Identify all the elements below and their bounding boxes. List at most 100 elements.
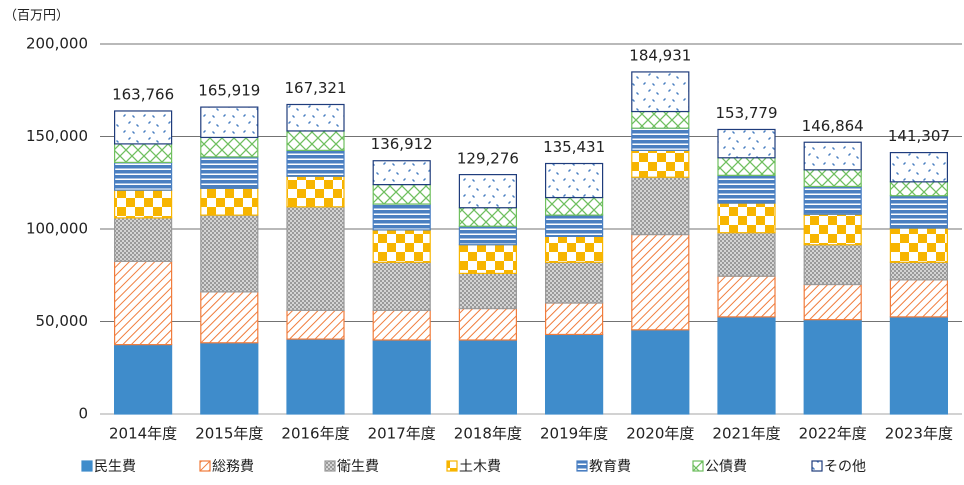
bar-segment	[889, 195, 949, 229]
legend-swatch	[811, 460, 823, 472]
y-tick-label: 200,000	[26, 35, 88, 53]
bar-segment	[889, 279, 949, 318]
bar-segment	[113, 189, 173, 219]
total-label: 141,307	[888, 127, 950, 145]
bar-segment	[544, 214, 604, 237]
bar-segment	[286, 130, 345, 151]
legend-swatch	[576, 460, 588, 472]
legend-label: 衛生費	[337, 459, 379, 475]
x-tick-label: 2023年度	[885, 425, 953, 443]
bar-segment	[372, 339, 431, 415]
bar-segment	[717, 232, 776, 277]
bar-segment	[200, 106, 259, 139]
bar-segment	[286, 149, 345, 177]
bar-segment	[113, 110, 173, 145]
bar-segment	[544, 235, 604, 263]
bar-segment	[113, 217, 173, 262]
x-tick-label: 2016年度	[281, 425, 349, 443]
bar-segment	[717, 174, 776, 204]
total-label: 153,779	[715, 104, 777, 122]
total-label: 163,766	[112, 86, 174, 104]
bar-segment	[889, 316, 949, 415]
bar-segment	[631, 110, 690, 129]
bar-segment	[631, 233, 690, 331]
bar-segment	[372, 229, 431, 263]
bar-segment	[458, 307, 517, 341]
bar-segment	[372, 261, 431, 311]
total-label: 167,321	[284, 79, 346, 97]
legend-swatch	[446, 460, 458, 472]
bar-segment	[544, 302, 604, 336]
unit-label: （百万円）	[4, 9, 69, 24]
y-tick-label: 100,000	[26, 220, 88, 238]
bar-segment	[544, 333, 604, 415]
bar-segment	[889, 227, 949, 263]
legend-label: 教育費	[589, 459, 631, 475]
total-label: 129,276	[457, 149, 519, 167]
legend-label: その他	[824, 459, 866, 475]
bar-segment	[717, 316, 776, 415]
x-tick-label: 2020年度	[626, 425, 694, 443]
bar-segment	[631, 149, 690, 178]
bar-segment	[286, 309, 345, 340]
legend-label: 民生費	[94, 459, 136, 475]
x-tick-label: 2017年度	[368, 425, 436, 443]
y-tick-label: 50,000	[36, 312, 89, 330]
x-tick-label: 2018年度	[454, 425, 522, 443]
y-tick-label: 150,000	[26, 127, 88, 145]
bar-segment	[803, 244, 862, 286]
bar-segment	[458, 244, 517, 275]
bar-segment	[113, 260, 173, 346]
bar-segment	[889, 151, 949, 183]
bar-segment	[458, 225, 517, 246]
x-tick-label: 2019年度	[540, 425, 608, 443]
bar-segment	[372, 203, 431, 231]
bar-segment	[286, 103, 345, 132]
bar-segment	[803, 319, 862, 415]
legend-label: 公債費	[705, 459, 747, 475]
bar-segment	[803, 213, 862, 246]
total-label: 136,912	[371, 135, 433, 153]
bar-segment	[803, 185, 862, 215]
bar-segment	[544, 196, 604, 216]
bar-segment	[200, 291, 259, 344]
bar-segment	[803, 169, 862, 188]
legend-swatch	[199, 460, 211, 472]
bar-segment	[631, 176, 690, 236]
bar-segment	[113, 143, 173, 163]
legend-swatch	[81, 460, 93, 472]
bar-segment	[889, 261, 949, 281]
bar-segment	[286, 338, 345, 415]
bar-segment	[200, 156, 259, 189]
bar-segment	[200, 187, 259, 216]
x-tick-label: 2014年度	[109, 425, 177, 443]
bar-segment	[803, 141, 862, 171]
total-label: 135,431	[543, 138, 605, 156]
bar-segment	[372, 309, 431, 341]
bar-segment	[544, 261, 604, 304]
total-label: 146,864	[802, 117, 864, 135]
bar-segment	[889, 181, 949, 197]
bar-segment	[286, 175, 345, 208]
legend-swatch	[692, 460, 704, 472]
bar-segment	[631, 127, 690, 151]
bar-segment	[113, 344, 173, 415]
legend-swatch	[324, 460, 336, 472]
x-tick-label: 2021年度	[712, 425, 780, 443]
bar-segment	[631, 71, 690, 113]
bar-segment	[717, 128, 776, 159]
x-tick-label: 2015年度	[195, 425, 263, 443]
y-tick-label: 0	[78, 405, 88, 423]
total-label: 184,931	[629, 46, 691, 64]
total-label: 165,919	[198, 82, 260, 100]
x-tick-label: 2022年度	[799, 425, 867, 443]
bar-segment	[200, 136, 259, 158]
bar-segment	[717, 202, 776, 234]
bar-segment	[372, 160, 431, 186]
bar-segment	[286, 206, 345, 312]
bar-segment	[458, 207, 517, 227]
bar-segment	[200, 342, 259, 415]
bar-segment	[458, 174, 517, 209]
bar-segment	[458, 339, 517, 415]
